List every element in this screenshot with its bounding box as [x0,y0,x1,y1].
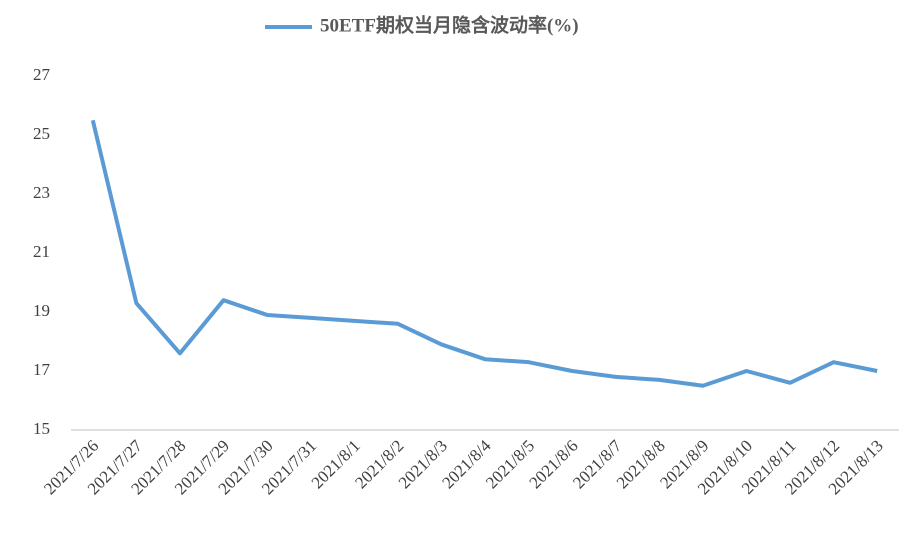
y-tick-label: 17 [33,360,51,379]
line-series [90,119,878,388]
y-tick-label: 21 [33,242,50,261]
y-tick-label: 25 [33,124,50,143]
y-tick-label: 19 [33,301,50,320]
y-tick-label: 15 [33,419,50,438]
y-tick-label: 27 [33,65,51,84]
y-tick-label: 23 [33,183,50,202]
legend-text: 50ETF期权当月隐含波动率(%) [320,13,579,36]
